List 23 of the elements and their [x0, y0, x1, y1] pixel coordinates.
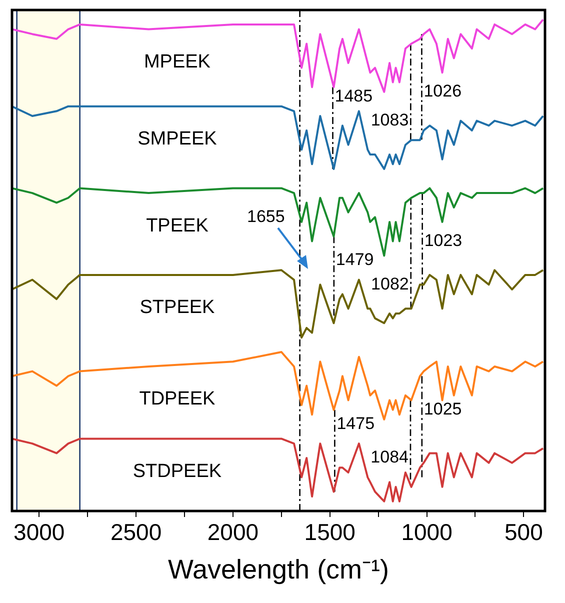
x-axis-title: Wavelength (cm⁻¹)	[168, 554, 390, 584]
annotation: 1655	[246, 206, 285, 226]
annotation: 1485	[334, 86, 373, 106]
annotation: 1083	[370, 110, 409, 130]
x-tick-label: 1000	[401, 519, 452, 546]
x-tick-label: 500	[504, 519, 543, 546]
x-tick-label: 1500	[304, 519, 356, 546]
annotation: 1025	[424, 400, 462, 419]
x-tick-label: 2500	[110, 519, 162, 546]
annotation: 1023	[424, 230, 462, 250]
series-label: SMPEEK	[138, 128, 218, 150]
annotation: 1084	[370, 448, 408, 467]
series-label: STPEEK	[140, 297, 216, 318]
x-tick-label: 2000	[207, 519, 259, 546]
x-tick-label: 3000	[14, 519, 65, 546]
series-label: STDPEEK	[132, 460, 222, 482]
series-label: TDPEEK	[139, 388, 216, 410]
annotation: 1082	[371, 274, 409, 294]
annotation: 1479	[336, 250, 374, 270]
series-label: TPEEK	[146, 215, 209, 236]
series-label: MPEEK	[144, 52, 211, 73]
annotation: 1026	[424, 82, 462, 101]
annotation: 1475	[336, 414, 375, 433]
